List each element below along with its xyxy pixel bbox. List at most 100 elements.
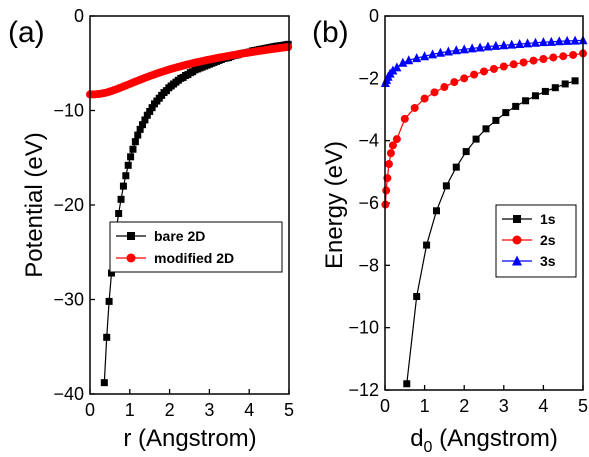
data-point [513, 215, 521, 223]
data-point [507, 39, 517, 49]
x-tick-label: 0 [380, 396, 390, 416]
data-point [460, 74, 469, 83]
data-point [492, 116, 500, 124]
data-point [531, 92, 539, 100]
data-point [124, 161, 132, 169]
data-point [284, 42, 293, 51]
data-point [435, 47, 445, 57]
x-tick-label: 0 [85, 400, 95, 420]
data-point [105, 297, 113, 305]
legend-label: 2s [540, 232, 556, 248]
data-point [430, 88, 439, 97]
data-point [483, 41, 493, 51]
data-point [432, 207, 440, 215]
data-point [482, 125, 490, 133]
data-point [541, 87, 549, 95]
y-tick-label: −30 [53, 290, 84, 310]
x-tick-label: 4 [538, 396, 548, 416]
data-point [428, 49, 438, 59]
data-point [134, 131, 142, 139]
data-point [499, 62, 508, 71]
data-point [502, 109, 510, 117]
data-point [388, 141, 397, 150]
data-point [107, 269, 115, 277]
data-point [470, 70, 479, 79]
x-tick-label: 4 [244, 400, 254, 420]
legend-box [109, 221, 283, 273]
panel-a-ylabel: Potential (eV) [21, 132, 48, 277]
y-tick-label: 0 [74, 6, 84, 26]
data-point [127, 153, 135, 161]
series-bare-2d [100, 40, 292, 387]
data-point [512, 255, 522, 266]
data-point [480, 67, 488, 76]
data-point [410, 103, 419, 112]
data-point [549, 53, 558, 62]
data-point [538, 37, 548, 47]
data-point [562, 35, 572, 45]
data-point [571, 77, 579, 85]
y-tick-label: −10 [348, 318, 379, 338]
data-point [467, 43, 477, 53]
data-point [100, 379, 108, 387]
data-point [530, 37, 540, 47]
panel-a-legend: bare 2D modified 2D [109, 221, 283, 273]
data-point [141, 116, 149, 124]
legend-label: 3s [540, 253, 556, 269]
data-point [139, 121, 147, 129]
y-tick-label: −20 [53, 195, 84, 215]
y-tick-label: −10 [53, 101, 84, 121]
data-point [443, 46, 453, 56]
data-point [388, 65, 398, 75]
panel-a-frame [89, 15, 290, 395]
x-tick-label: 1 [125, 400, 135, 420]
panel-b-xlabel: d0 (Angstrom) [410, 425, 558, 456]
data-point [570, 35, 580, 45]
data-point [400, 114, 409, 123]
panel-a-label: (a) [8, 16, 45, 49]
data-point [559, 52, 568, 61]
data-point [551, 84, 559, 92]
data-point [451, 45, 461, 55]
x-tick-label: 2 [459, 396, 469, 416]
data-point [412, 53, 422, 63]
data-point [392, 62, 402, 72]
x-tick-label: 3 [204, 400, 214, 420]
data-point [398, 57, 408, 67]
panel-b-ylabel: Energy (eV) [321, 141, 348, 269]
data-point [459, 44, 469, 54]
panel-a: (a) 0 1 2 3 4 5 0 −10 −20 −30 −40 bare 2D modified … [8, 6, 294, 452]
data-point [569, 50, 578, 59]
data-point [472, 135, 480, 143]
data-point [509, 60, 518, 69]
panel-a-xlabel: r (Angstrom) [123, 425, 256, 452]
y-tick-label: −2 [358, 68, 379, 88]
data-point [119, 182, 127, 190]
data-point [117, 195, 125, 203]
data-point [440, 83, 449, 92]
data-point [103, 333, 111, 341]
series-3s [380, 35, 588, 88]
data-point [143, 111, 151, 119]
legend-label: modified 2D [154, 250, 234, 266]
data-point [512, 102, 520, 110]
data-point [519, 58, 528, 67]
data-point [126, 253, 136, 263]
data-point [386, 149, 395, 158]
panel-a-series [86, 40, 293, 387]
data-point [489, 64, 498, 73]
panel-b-xlabel-rest: (Angstrom) [432, 425, 557, 452]
data-point [539, 55, 548, 64]
data-point [450, 78, 459, 87]
y-tick-label: −6 [358, 193, 379, 213]
series-line [103, 43, 289, 383]
data-point [546, 36, 556, 46]
data-point [122, 172, 130, 180]
data-point [523, 38, 533, 48]
series-1s [403, 77, 579, 388]
data-point [420, 94, 429, 103]
data-point [561, 80, 569, 88]
data-point [127, 232, 135, 240]
